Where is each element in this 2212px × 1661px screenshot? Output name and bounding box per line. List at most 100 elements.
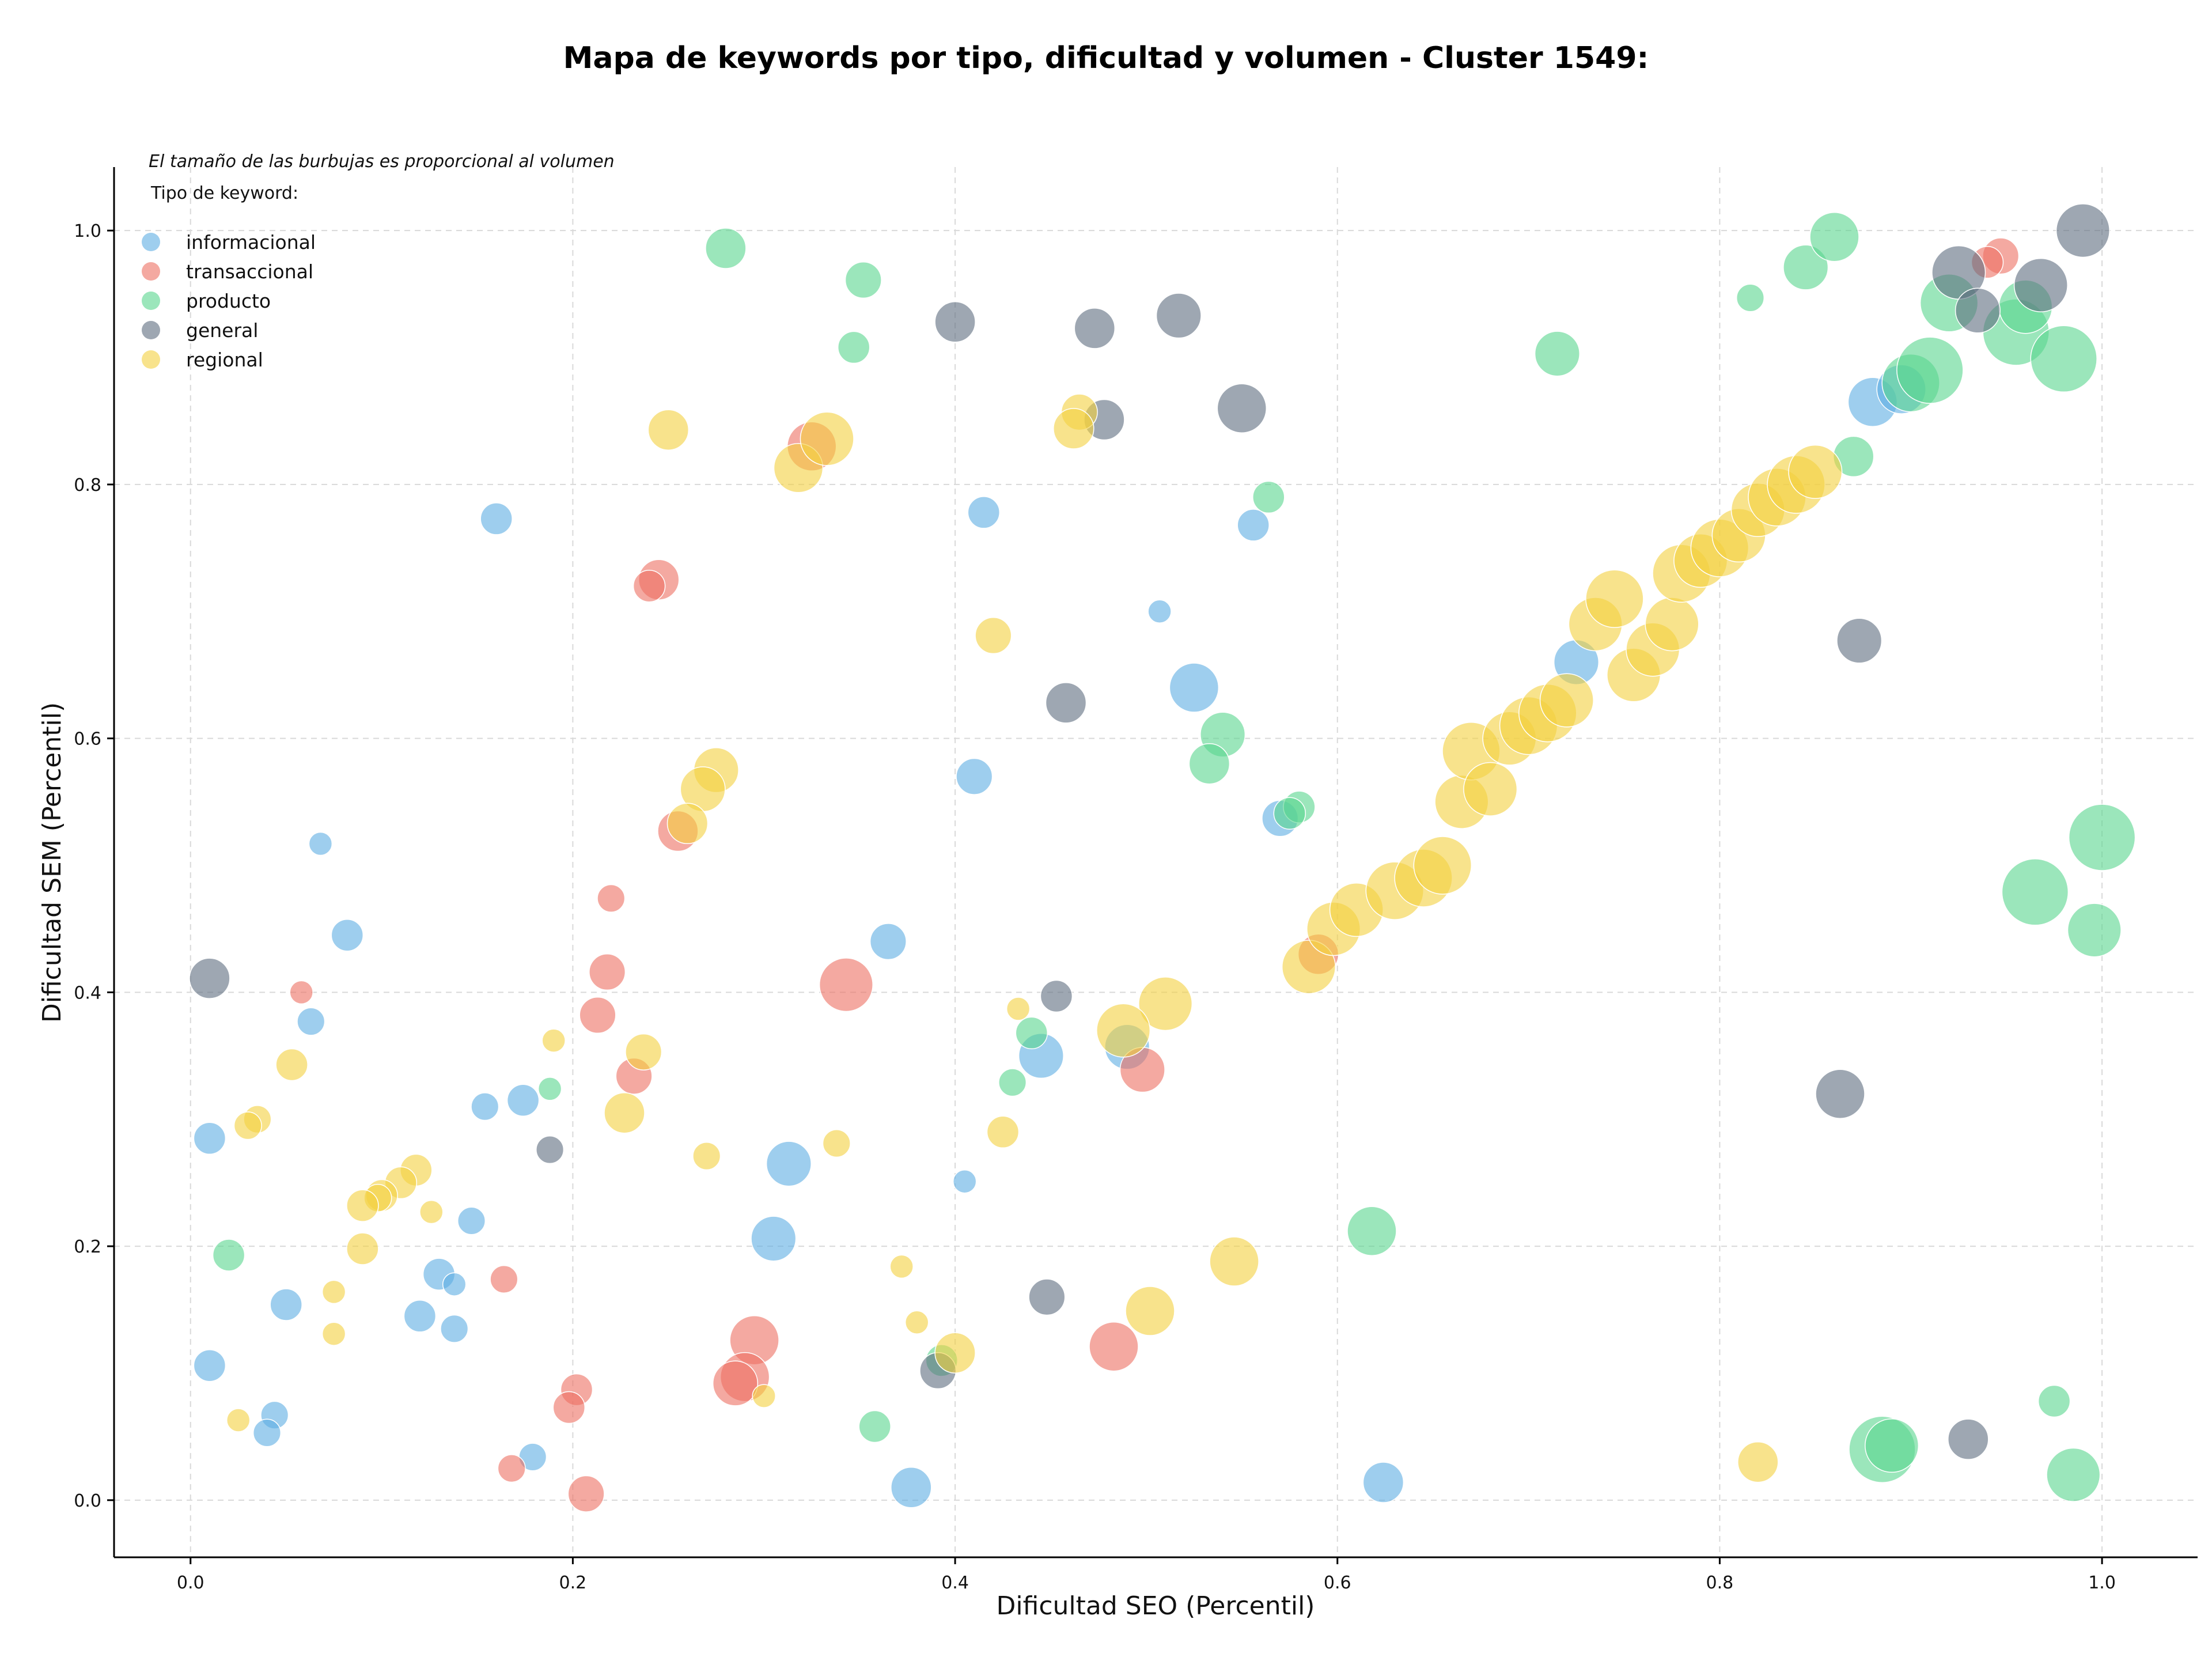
bubble-general bbox=[1028, 1278, 1066, 1316]
bubble-transaccional bbox=[552, 1391, 586, 1424]
bubble-producto bbox=[2067, 903, 2122, 958]
bubble-regional bbox=[666, 803, 709, 845]
bubble-transaccional bbox=[589, 954, 626, 991]
bubble-informacional bbox=[1147, 599, 1172, 624]
legend-item-informacional: informacional bbox=[142, 231, 316, 253]
bubble-regional bbox=[1539, 673, 1594, 728]
bubble-regional bbox=[986, 1115, 1020, 1149]
bubble-informacional bbox=[440, 1314, 469, 1343]
bubble-transaccional bbox=[497, 1454, 526, 1483]
bubble-producto bbox=[2068, 804, 2136, 871]
y-axis-label: Dificultad SEM (Percentil) bbox=[37, 702, 67, 1023]
bubble-producto bbox=[1252, 480, 1285, 514]
bubble-producto bbox=[1188, 743, 1230, 785]
bubble-regional bbox=[1413, 836, 1472, 895]
y-tick-label: 0.2 bbox=[74, 1237, 101, 1257]
bubble-transaccional bbox=[1089, 1321, 1139, 1372]
bubble-producto bbox=[212, 1239, 245, 1272]
bubble-general bbox=[1217, 383, 1267, 433]
bubble-producto bbox=[2001, 858, 2069, 926]
bubble-regional bbox=[604, 1092, 645, 1134]
bubble-producto bbox=[2030, 325, 2097, 393]
bubble-informacional bbox=[751, 1216, 797, 1262]
bubble-general bbox=[1948, 1418, 1989, 1460]
bubble-general bbox=[1815, 1069, 1865, 1119]
bubble-regional bbox=[321, 1322, 346, 1346]
legend-title: Tipo de keyword: bbox=[150, 183, 298, 203]
bubble-general bbox=[2013, 258, 2068, 312]
x-tick-label: 0.6 bbox=[1324, 1573, 1351, 1593]
bubble-informacional bbox=[457, 1206, 486, 1235]
bubble-informacional bbox=[193, 1349, 226, 1382]
bubble-producto bbox=[1347, 1206, 1397, 1256]
bubble-producto bbox=[1273, 797, 1306, 830]
y-tick-label: 0.6 bbox=[74, 729, 101, 750]
bubble-informacional bbox=[952, 1169, 977, 1194]
bubble-regional bbox=[275, 1048, 308, 1081]
legend-marker bbox=[142, 321, 160, 339]
bubble-regional bbox=[975, 617, 1012, 654]
bubble-informacional bbox=[956, 758, 993, 795]
bubble-producto bbox=[858, 1410, 891, 1443]
bubble-regional bbox=[1788, 444, 1843, 499]
legend-marker bbox=[142, 350, 160, 369]
bubble-regional bbox=[904, 1310, 929, 1335]
bubble-transaccional bbox=[712, 1360, 759, 1406]
bubble-regional bbox=[1006, 997, 1031, 1021]
bubble-general bbox=[934, 301, 976, 343]
y-tick-label: 0.4 bbox=[74, 983, 101, 1003]
bubble-regional bbox=[226, 1408, 251, 1432]
bubble-regional bbox=[822, 1129, 851, 1158]
series-regional bbox=[226, 394, 1843, 1483]
bubble-regional bbox=[346, 1232, 379, 1265]
bubble-regional bbox=[346, 1189, 379, 1222]
bubble-producto bbox=[837, 331, 870, 364]
bubble-informacional bbox=[193, 1122, 226, 1155]
y-tick-label: 1.0 bbox=[74, 221, 101, 241]
bubble-regional bbox=[625, 1033, 662, 1070]
legend-item-regional: regional bbox=[142, 349, 263, 371]
bubble-regional bbox=[1209, 1236, 1259, 1287]
bubble-transaccional bbox=[579, 996, 616, 1034]
bubble-producto bbox=[1534, 331, 1580, 377]
legend-label: general bbox=[186, 319, 258, 342]
legend-label: producto bbox=[186, 290, 271, 312]
x-axis-label: Dificultad SEO (Percentil) bbox=[997, 1591, 1315, 1621]
bubble-general bbox=[1045, 682, 1087, 724]
bubble-transaccional bbox=[289, 980, 313, 1005]
y-tick-label: 0.0 bbox=[74, 1491, 101, 1511]
bubble-regional bbox=[321, 1280, 346, 1304]
bubble-informacional bbox=[1237, 509, 1270, 542]
bubble-informacional bbox=[403, 1300, 437, 1333]
bubble-regional bbox=[1463, 762, 1518, 816]
bubble-regional bbox=[800, 411, 854, 466]
series-general bbox=[189, 203, 2110, 1460]
bubble-informacional bbox=[1169, 663, 1219, 713]
bubble-informacional bbox=[891, 1467, 932, 1508]
bubble-regional bbox=[1125, 1286, 1175, 1336]
series-informacional bbox=[193, 364, 1926, 1508]
bubble-producto bbox=[1783, 244, 1829, 290]
bubble-informacional bbox=[308, 831, 333, 856]
bubble-regional bbox=[1281, 940, 1336, 994]
bubble-general bbox=[1836, 618, 1883, 664]
bubble-general bbox=[189, 958, 230, 999]
bubble-informacional bbox=[506, 1084, 540, 1117]
bubble-producto bbox=[1015, 1016, 1048, 1050]
bubble-regional bbox=[934, 1332, 976, 1374]
bubble-regional bbox=[1138, 977, 1193, 1031]
bubble-size-note: El tamaño de las burbujas es proporciona… bbox=[149, 152, 615, 172]
bubble-general bbox=[1156, 293, 1202, 339]
bubble-general bbox=[1040, 979, 1073, 1013]
bubble-informacional bbox=[1362, 1462, 1404, 1503]
x-tick-label: 1.0 bbox=[2088, 1573, 2116, 1593]
legend-marker bbox=[142, 292, 160, 310]
legend-item-general: general bbox=[142, 319, 258, 342]
x-tick-label: 0.8 bbox=[1706, 1573, 1734, 1593]
bubble-informacional bbox=[480, 502, 513, 535]
bubble-informacional bbox=[270, 1288, 302, 1321]
bubble-producto bbox=[1809, 211, 1859, 262]
bubble-producto bbox=[537, 1077, 562, 1101]
bubble-producto bbox=[705, 228, 747, 269]
